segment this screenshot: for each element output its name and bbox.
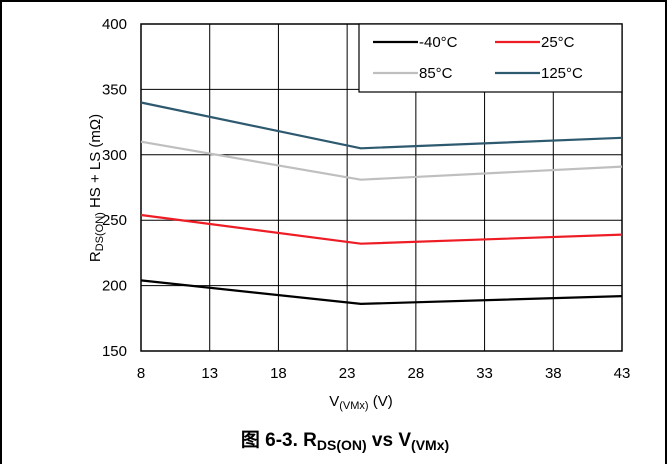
x-tick-label: 38: [545, 365, 562, 382]
series-layer: [140, 101, 623, 305]
x-tick-labels: 8 13 18 23 28 33 38 43: [137, 365, 631, 382]
y-tick-label: 250: [102, 212, 127, 229]
legend-box: [358, 23, 623, 93]
series-line-3: [140, 140, 623, 181]
y-tick-label: 400: [102, 16, 127, 33]
y-tick-label: 350: [102, 81, 127, 98]
y-tick-label: 150: [102, 343, 127, 360]
legend-label: 125°C: [541, 65, 583, 82]
chart-caption: 图 6-3. RDS(ON) vs V(VMx): [241, 429, 449, 453]
y-tick-labels: 150 200 250 300 350 400: [102, 16, 127, 360]
legend: -40°C 25°C 85°C 125°C: [358, 23, 623, 93]
x-tick-label: 33: [476, 365, 493, 382]
x-axis-label: V(VMx) (V): [329, 393, 393, 412]
y-tick-label: 300: [102, 147, 127, 164]
legend-label: 25°C: [541, 34, 575, 51]
series-line-4: [140, 101, 623, 150]
series-line-1: [140, 279, 623, 305]
x-tick-label: 13: [201, 365, 218, 382]
legend-label: 85°C: [419, 65, 453, 82]
x-tick-label: 28: [408, 365, 425, 382]
y-axis-label: RDS(ON) HS + LS (mΩ): [87, 114, 106, 262]
x-tick-label: 43: [614, 365, 631, 382]
x-tick-label: 8: [137, 365, 145, 382]
x-tick-label: 18: [270, 365, 287, 382]
legend-label: -40°C: [419, 34, 458, 51]
y-tick-label: 200: [102, 278, 127, 295]
series-line-2: [140, 213, 623, 245]
x-tick-label: 23: [339, 365, 356, 382]
